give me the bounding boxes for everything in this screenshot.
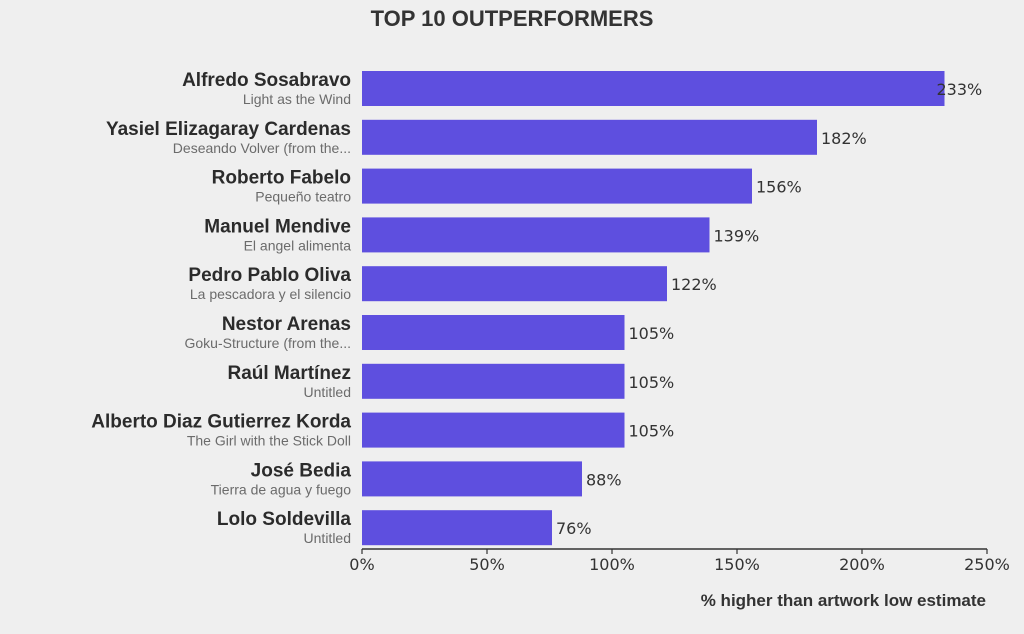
value-label: 139% [714, 226, 760, 245]
value-label: 233% [937, 80, 983, 99]
bar [362, 315, 625, 350]
artwork-label: Light as the Wind [243, 91, 351, 107]
artwork-label: Pequeño teatro [255, 189, 351, 205]
value-label: 88% [586, 470, 622, 489]
x-axis-ticks: 0% 50% 100% 150% 200% 250% [349, 549, 1010, 574]
artist-label: Roberto Fabelo [212, 168, 351, 189]
value-label: 105% [629, 422, 675, 441]
value-label: 105% [629, 324, 675, 343]
bar [362, 461, 582, 497]
bars-layer [362, 71, 945, 546]
artwork-label: Untitled [304, 530, 351, 546]
bar [362, 217, 710, 253]
x-tick-label: 50% [469, 555, 505, 574]
artist-label: Manuel Mendive [204, 216, 351, 237]
artwork-label: Untitled [304, 384, 351, 400]
artwork-label: Goku-Structure (from the... [185, 335, 352, 351]
artist-label: José Bedia [251, 460, 352, 481]
x-tick-label: 250% [964, 555, 1010, 574]
value-label: 105% [629, 373, 675, 392]
bar [362, 168, 752, 204]
chart-title: TOP 10 OUTPERFORMERS [371, 6, 654, 31]
bar [362, 510, 552, 546]
artwork-label: La pescadora y el silencio [190, 286, 351, 302]
artist-label: Yasiel Elizagaray Cardenas [106, 119, 351, 140]
x-tick-label: 100% [589, 555, 635, 574]
artist-label: Pedro Pablo Oliva [188, 265, 351, 286]
artwork-label: El angel alimenta [244, 237, 352, 253]
bar [362, 412, 625, 448]
artist-label: Raúl Martínez [227, 363, 351, 384]
value-label: 76% [556, 519, 592, 538]
x-tick-label: 200% [839, 555, 885, 574]
artist-label: Alberto Diaz Gutierrez Korda [91, 412, 351, 433]
artist-label: Nestor Arenas [222, 314, 351, 335]
artist-label: Lolo Soldevilla [217, 509, 352, 530]
x-tick-label: 0% [349, 555, 374, 574]
bar [362, 266, 667, 302]
x-axis-title: % higher than artwork low estimate [701, 591, 986, 610]
bar [362, 363, 625, 399]
value-label: 122% [671, 275, 717, 294]
artwork-label: The Girl with the Stick Doll [187, 433, 351, 449]
bar [362, 119, 817, 155]
value-labels: 233% 182% 156% 139% 122% 105% 105% 105% 88% 76% [556, 80, 982, 538]
bar [362, 71, 945, 106]
artist-label: Alfredo Sosabravo [182, 70, 351, 91]
value-label: 182% [821, 129, 867, 148]
value-label: 156% [756, 178, 802, 197]
artwork-label: Tierra de agua y fuego [211, 481, 352, 497]
x-tick-label: 150% [714, 555, 760, 574]
artwork-label: Deseando Volver (from the... [173, 140, 351, 156]
